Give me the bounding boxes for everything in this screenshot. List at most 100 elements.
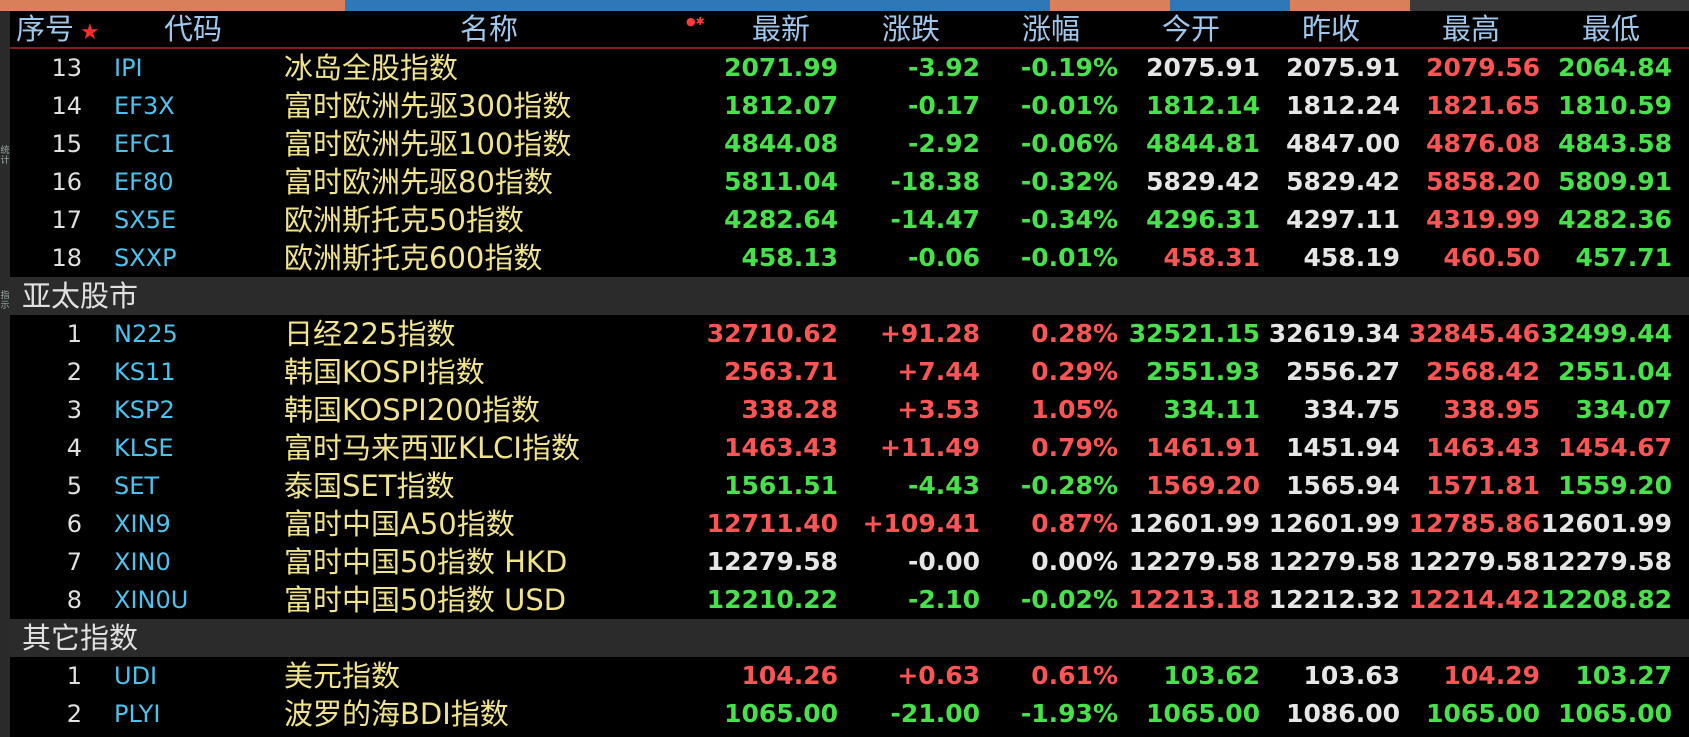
- section-header[interactable]: 其它指数: [10, 619, 1689, 657]
- table-row[interactable]: 6 XIN9 富时中国A50指数 12711.40 +109.41 0.87% 12601.…: [10, 505, 1689, 543]
- row-open: 12601.99: [1128, 509, 1260, 538]
- row-name: 欧洲斯托克600指数: [284, 241, 543, 275]
- header-prev[interactable]: 昨收: [1301, 12, 1360, 46]
- row-prev: 12212.32: [1268, 585, 1400, 614]
- table-row[interactable]: 14 EF3X 富时欧洲先驱300指数 1812.07 -0.17 -0.01% 1812.…: [10, 87, 1689, 125]
- row-pct: -0.01%: [1020, 243, 1118, 272]
- row-index: 1: [66, 320, 82, 348]
- row-change: -0.17: [907, 91, 980, 120]
- header-change[interactable]: 涨跌: [881, 12, 940, 46]
- table-row[interactable]: 18 SXXP 欧洲斯托克600指数 458.13 -0.06 -0.01% 458.31 4…: [10, 239, 1689, 277]
- row-prev: 12601.99: [1268, 509, 1400, 538]
- row-code: SET: [114, 472, 160, 500]
- row-high: 2568.42: [1426, 357, 1540, 386]
- table-row[interactable]: 7 XIN0 富时中国50指数 HKD 12279.58 -0.00 0.00% 12279…: [10, 543, 1689, 581]
- row-last: 1065.00: [724, 699, 838, 728]
- row-change: -0.06: [907, 243, 980, 272]
- row-high: 4319.99: [1426, 205, 1540, 234]
- row-change: -18.38: [890, 167, 980, 196]
- header-low[interactable]: 最低: [1581, 12, 1640, 46]
- row-prev: 12279.58: [1268, 547, 1400, 576]
- section-header[interactable]: 亚太股市: [10, 277, 1689, 315]
- row-index: 16: [51, 168, 82, 196]
- row-prev: 1086.00: [1286, 699, 1400, 728]
- header-open[interactable]: 今开: [1161, 12, 1220, 46]
- left-tab-stats[interactable]: 统计: [0, 146, 10, 166]
- row-prev: 5829.42: [1286, 167, 1400, 196]
- table-row[interactable]: 2 KS11 韩国KOSPI指数 2563.71 +7.44 0.29% 2551.93 25…: [10, 353, 1689, 391]
- favorite-star-icon[interactable]: ★: [80, 20, 100, 45]
- header-last[interactable]: 最新: [751, 12, 810, 46]
- row-last: 1561.51: [724, 471, 838, 500]
- row-pct: 0.79%: [1031, 433, 1118, 462]
- row-low: 2551.04: [1558, 357, 1672, 386]
- row-pct: 0.87%: [1031, 509, 1118, 538]
- row-open: 1812.14: [1146, 91, 1260, 120]
- left-tab-indicator[interactable]: 指示: [0, 291, 10, 311]
- row-high: 12214.42: [1408, 585, 1540, 614]
- row-change: +109.41: [862, 509, 980, 538]
- row-index: 17: [51, 206, 82, 234]
- row-name: 富时欧洲先驱80指数: [284, 165, 553, 199]
- row-prev: 334.75: [1303, 395, 1400, 424]
- row-open: 12279.58: [1128, 547, 1260, 576]
- header-name[interactable]: 名称: [460, 12, 519, 46]
- row-code: EF3X: [114, 92, 175, 120]
- table-header: 序号 ★ 代码 名称 ●✱ 最新 涨跌 涨幅 今开 昨收 最高 最低: [10, 11, 1689, 49]
- row-code: IPI: [114, 54, 143, 82]
- row-open: 2551.93: [1146, 357, 1260, 386]
- row-last: 1463.43: [724, 433, 838, 462]
- row-high: 12279.58: [1408, 547, 1540, 576]
- row-low: 1454.67: [1558, 433, 1672, 462]
- row-index: 2: [66, 700, 82, 728]
- top-tab-strip: [0, 0, 1689, 11]
- row-high: 1571.81: [1426, 471, 1540, 500]
- row-low: 12208.82: [1540, 585, 1672, 614]
- table-row[interactable]: 16 EF80 富时欧洲先驱80指数 5811.04 -18.38 -0.32% 5829.…: [10, 163, 1689, 201]
- row-open: 5829.42: [1146, 167, 1260, 196]
- table-row[interactable]: 5 SET 泰国SET指数 1561.51 -4.43 -0.28% 1569.20 1565…: [10, 467, 1689, 505]
- row-low: 2064.84: [1558, 53, 1672, 82]
- row-high: 12785.86: [1408, 509, 1540, 538]
- table-row[interactable]: 15 EFC1 富时欧洲先驱100指数 4844.08 -2.92 -0.06% 4844.…: [10, 125, 1689, 163]
- row-last: 2071.99: [724, 53, 838, 82]
- row-code: EFC1: [114, 130, 175, 158]
- row-index: 1: [66, 662, 82, 690]
- row-prev: 32619.34: [1268, 319, 1400, 348]
- row-name: 泰国SET指数: [284, 469, 455, 503]
- row-pct: 0.29%: [1031, 357, 1118, 386]
- header-pct[interactable]: 涨幅: [1021, 12, 1080, 46]
- table-row[interactable]: 13 IPI 冰岛全股指数 2071.99 -3.92 -0.19% 2075.91 2075…: [10, 49, 1689, 87]
- column-settings-dots-icon[interactable]: ●✱: [686, 15, 705, 28]
- row-high: 1821.65: [1426, 91, 1540, 120]
- table-row[interactable]: 1 N225 日经225指数 32710.62 +91.28 0.28% 32521.15 3…: [10, 315, 1689, 353]
- header-high[interactable]: 最高: [1441, 12, 1500, 46]
- row-pct: -0.01%: [1020, 91, 1118, 120]
- row-pct: -1.93%: [1020, 699, 1118, 728]
- left-side-panel[interactable]: 统计 指示: [0, 11, 10, 737]
- row-prev: 2556.27: [1286, 357, 1400, 386]
- row-code: XIN0U: [114, 586, 189, 614]
- row-open: 32521.15: [1128, 319, 1260, 348]
- section-title: 亚太股市: [22, 279, 139, 313]
- row-prev: 4847.00: [1286, 129, 1400, 158]
- table-row[interactable]: 4 KLSE 富时马来西亚KLCI指数 1463.43 +11.49 0.79% 1461.…: [10, 429, 1689, 467]
- row-low: 334.07: [1575, 395, 1672, 424]
- table-row[interactable]: 2 PLYI 波罗的海BDI指数 1065.00 -21.00 -1.93% 1065.00…: [10, 695, 1689, 733]
- row-change: +3.53: [897, 395, 980, 424]
- table-row[interactable]: 1 UDI 美元指数 104.26 +0.63 0.61% 103.62 103.63 104.…: [10, 657, 1689, 695]
- row-pct: -0.32%: [1020, 167, 1118, 196]
- table-row[interactable]: 3 KSP2 韩国KOSPI200指数 338.28 +3.53 1.05% 334.11 3…: [10, 391, 1689, 429]
- header-seq[interactable]: 序号 ★: [16, 12, 100, 46]
- row-high: 2079.56: [1426, 53, 1540, 82]
- row-last: 12711.40: [706, 509, 838, 538]
- table-row[interactable]: 17 SX5E 欧洲斯托克50指数 4282.64 -14.47 -0.34% 4296.3…: [10, 201, 1689, 239]
- row-change: +7.44: [897, 357, 980, 386]
- row-change: -21.00: [890, 699, 980, 728]
- row-low: 5809.91: [1558, 167, 1672, 196]
- row-index: 2: [66, 358, 82, 386]
- table-row[interactable]: 8 XIN0U 富时中国50指数 USD 12210.22 -2.10 -0.02% 122…: [10, 581, 1689, 619]
- row-high: 1065.00: [1426, 699, 1540, 728]
- header-code[interactable]: 代码: [164, 12, 223, 46]
- row-code: SXXP: [114, 244, 177, 272]
